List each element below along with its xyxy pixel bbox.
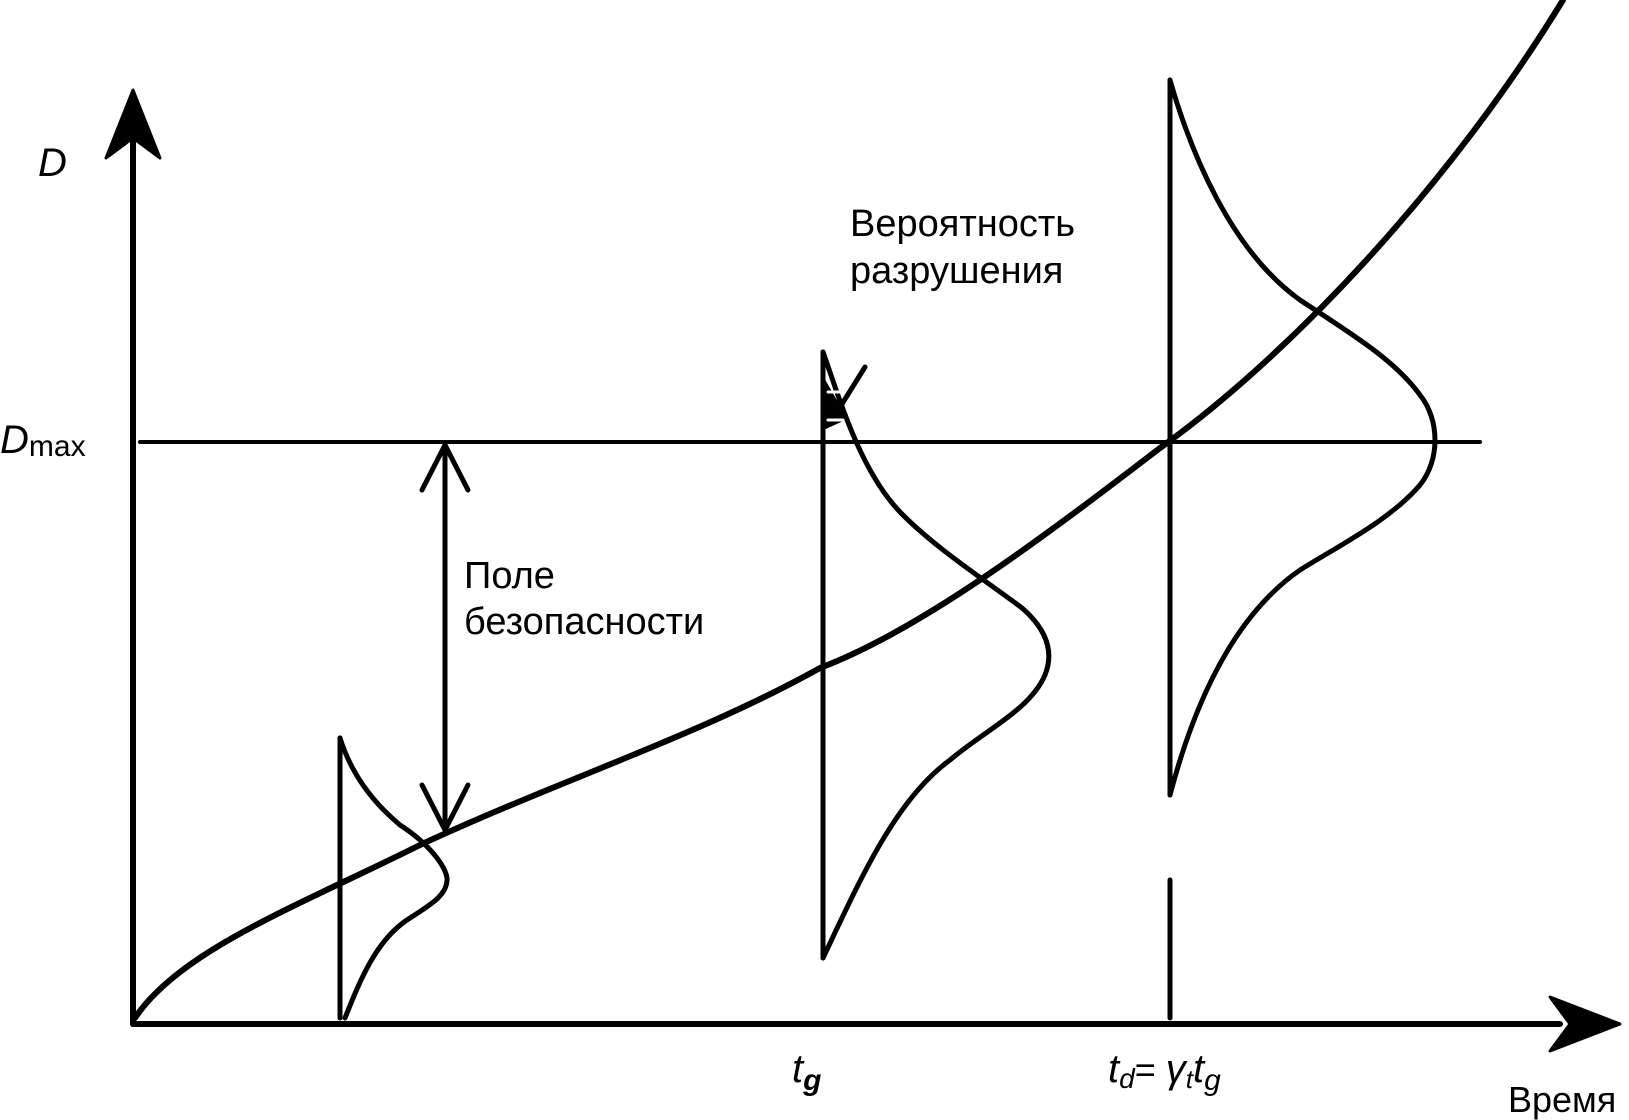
tick-td-sub: d xyxy=(1119,1063,1136,1094)
tick-td-t: t xyxy=(1193,1047,1206,1091)
distribution-td xyxy=(1167,77,1438,798)
x-axis-label: Время xyxy=(1508,1079,1616,1120)
distribution-tg xyxy=(820,349,1052,961)
y-axis-label: D xyxy=(38,141,67,185)
safety-margin-arrowhead-top xyxy=(419,442,471,493)
tick-td-t-sub: g xyxy=(1204,1064,1221,1097)
safety-margin-label-line1: Поле xyxy=(464,555,555,597)
safety-margin-arrowhead-bottom xyxy=(419,782,471,833)
tick-td-gamma: γ xyxy=(1166,1047,1188,1091)
dmax-label: Dmax xyxy=(0,418,86,463)
tick-tg-sub: g xyxy=(802,1064,821,1097)
safety-margin-label-line2: безопасности xyxy=(464,601,704,643)
tick-td-main: t xyxy=(1108,1047,1121,1091)
tick-td-gamma-sub: t xyxy=(1186,1064,1195,1094)
tick-td-eq: = xyxy=(1135,1049,1166,1090)
tick-tg-main: t xyxy=(792,1047,805,1091)
damage-curve xyxy=(132,0,1566,1021)
y-axis-arrowhead xyxy=(104,88,162,160)
failure-probability-label-line1: Вероятность xyxy=(850,203,1075,245)
distribution-1 xyxy=(337,735,450,1021)
failure-probability-label-line2: разрушения xyxy=(850,250,1063,292)
dmax-label-main: D xyxy=(0,418,29,462)
tick-label-td: td= γttg xyxy=(1108,1047,1221,1097)
tick-label-tg: tg xyxy=(792,1047,821,1097)
dmax-label-sub: max xyxy=(29,430,86,463)
x-axis-arrowhead xyxy=(1548,995,1622,1053)
